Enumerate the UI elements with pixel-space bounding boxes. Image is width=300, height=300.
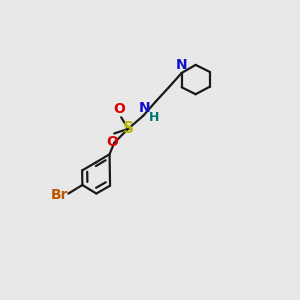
Text: Br: Br [51, 188, 68, 203]
Text: S: S [123, 121, 134, 136]
Text: H: H [148, 111, 159, 124]
Text: N: N [176, 58, 188, 72]
Text: O: O [113, 102, 125, 116]
Text: O: O [106, 135, 118, 149]
Text: N: N [139, 101, 150, 115]
